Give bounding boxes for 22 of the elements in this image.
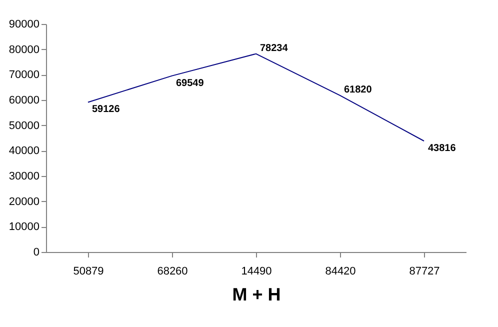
data-label: 78234: [260, 42, 288, 54]
y-tick-label: 60000: [8, 94, 40, 106]
x-tick-label: 84420: [325, 266, 356, 278]
y-tick-label: 10000: [8, 221, 40, 234]
x-tick-label: 14490: [241, 266, 272, 278]
data-label: 43816: [428, 143, 456, 154]
x-axis-title: M + H: [232, 284, 281, 304]
y-tick-label: 20000: [8, 196, 40, 208]
line-series: [88, 53, 424, 142]
y-tick-label: 30000: [8, 170, 40, 182]
y-tick-label: 0: [33, 246, 40, 258]
x-tick-label: 87727: [409, 266, 440, 278]
y-tick-label: 90000: [8, 18, 40, 30]
x-tick-label: 50879: [73, 266, 104, 278]
y-tick-label: 70000: [8, 69, 40, 82]
y-tick-label: 80000: [8, 44, 40, 56]
data-label: 69549: [176, 78, 204, 89]
data-label: 61820: [344, 84, 372, 96]
x-tick-label: 68260: [157, 266, 188, 278]
y-tick-label: 40000: [8, 145, 40, 158]
y-tick-label: 50000: [8, 120, 40, 132]
data-label: 59126: [92, 104, 120, 116]
